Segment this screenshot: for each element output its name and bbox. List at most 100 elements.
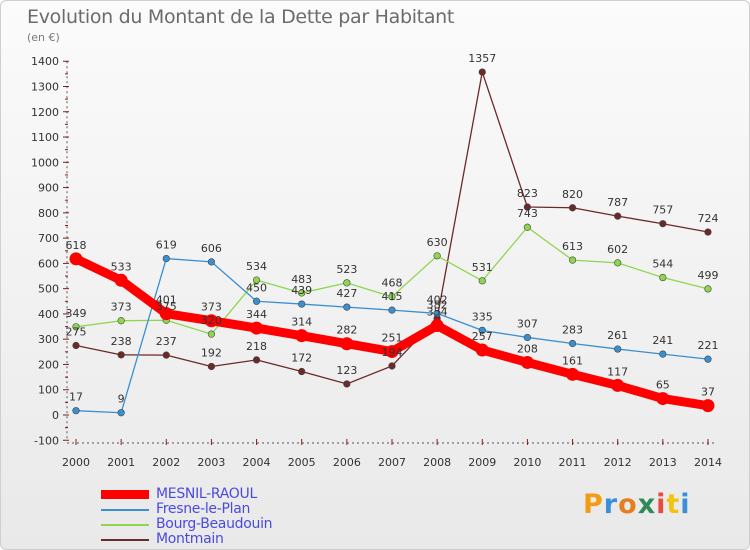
data-label: 161 [562, 354, 583, 367]
x-tick-label: 2008 [423, 456, 451, 469]
x-tick-label: 2005 [288, 456, 316, 469]
data-point [117, 351, 125, 359]
data-point [523, 333, 532, 342]
data-label: 307 [517, 317, 538, 330]
data-label: 499 [697, 269, 718, 282]
data-label: 344 [246, 308, 267, 321]
y-tick-label: 600 [38, 257, 59, 270]
y-tick-label: 100 [38, 384, 59, 397]
data-point [252, 276, 261, 284]
data-label: 630 [427, 236, 448, 249]
data-point [207, 330, 216, 338]
data-point [69, 252, 83, 266]
chart-title: Evolution du Montant de la Dette par Hab… [27, 6, 455, 28]
data-label: 221 [697, 339, 718, 352]
logo-letter: i [680, 489, 691, 520]
y-tick-label: 1400 [31, 55, 59, 68]
y-tick-label: -100 [34, 434, 59, 447]
data-point [72, 407, 80, 415]
proxiti-logo: Proxiti [583, 489, 691, 520]
legend-swatch [101, 509, 149, 511]
data-point [207, 362, 216, 371]
data-label: 820 [562, 188, 583, 201]
data-label: 523 [336, 263, 357, 276]
y-tick-label: 400 [38, 308, 59, 321]
data-label: 275 [66, 326, 87, 339]
data-label: 251 [381, 332, 402, 345]
data-point [520, 355, 534, 369]
data-label: 439 [291, 284, 312, 297]
data-label: 373 [111, 301, 132, 314]
data-label: 382 [427, 298, 448, 311]
data-point [704, 228, 712, 236]
data-point [704, 355, 712, 363]
data-point [568, 204, 577, 212]
data-point [478, 277, 486, 285]
data-label: 283 [562, 323, 583, 336]
legend-swatch [101, 539, 149, 541]
axes: -100 0 100 200 300 400 500 600 700 800 900 1000 1100… [31, 55, 722, 469]
data-point [433, 252, 441, 260]
data-point [388, 362, 396, 370]
data-label: 415 [381, 290, 402, 303]
x-tick-label: 2010 [513, 456, 541, 469]
data-point [656, 392, 670, 406]
data-point [343, 303, 351, 311]
data-label: 787 [607, 196, 628, 209]
y-tick-label: 900 [38, 182, 59, 195]
data-label: 402 [427, 293, 448, 306]
data-label: 172 [291, 352, 312, 365]
data-point [659, 273, 667, 282]
data-label: 401 [156, 294, 177, 307]
data-point [478, 326, 486, 334]
data-label: 743 [517, 207, 538, 220]
data-point [614, 212, 622, 220]
y-tick-label: 0 [52, 409, 59, 422]
logo-letter: t [666, 489, 681, 520]
x-tick-label: 2003 [197, 456, 225, 469]
data-point [162, 254, 170, 263]
data-point [298, 300, 306, 308]
data-point [252, 297, 261, 305]
data-point [568, 256, 577, 264]
y-tick-label: 700 [38, 232, 59, 245]
data-point [204, 314, 218, 328]
data-label: 37 [701, 386, 715, 399]
data-point [433, 309, 441, 318]
logo-letter: i [656, 489, 667, 520]
data-point [388, 293, 396, 301]
data-label: 724 [697, 212, 718, 225]
x-tick-label: 2009 [468, 456, 496, 469]
data-label: 606 [201, 242, 222, 255]
data-label: 427 [336, 287, 357, 300]
data-label: 1357 [468, 52, 496, 65]
data-point [523, 223, 532, 231]
x-tick-label: 2011 [559, 456, 587, 469]
data-label: 123 [336, 364, 357, 377]
data-label: 65 [656, 379, 670, 392]
data-labels: 618 533 401 373 344 314 282 251 354 257 208 161 117 6… [66, 52, 719, 406]
data-point [614, 259, 622, 267]
data-label: 238 [111, 335, 132, 348]
data-point [250, 321, 264, 335]
data-point [430, 319, 444, 333]
y-tick-label: 200 [38, 358, 59, 371]
logo-letter: r [603, 489, 619, 520]
data-point [252, 356, 261, 364]
data-label: 349 [66, 307, 87, 320]
data-label: 354 [427, 306, 448, 319]
legend-swatch [101, 490, 149, 499]
x-tick-label: 2012 [604, 456, 632, 469]
x-tick-label: 2001 [107, 456, 135, 469]
data-point [159, 307, 173, 321]
data-label: 533 [111, 260, 132, 273]
data-point [117, 409, 125, 417]
x-tick-label: 2006 [333, 456, 361, 469]
logo-letter: o [618, 489, 638, 520]
data-label: 375 [156, 300, 177, 313]
data-point [343, 279, 351, 287]
unit-label: (en €) [27, 31, 60, 44]
data-label: 618 [66, 239, 87, 252]
data-point [566, 367, 580, 381]
data-label: 602 [607, 243, 628, 256]
